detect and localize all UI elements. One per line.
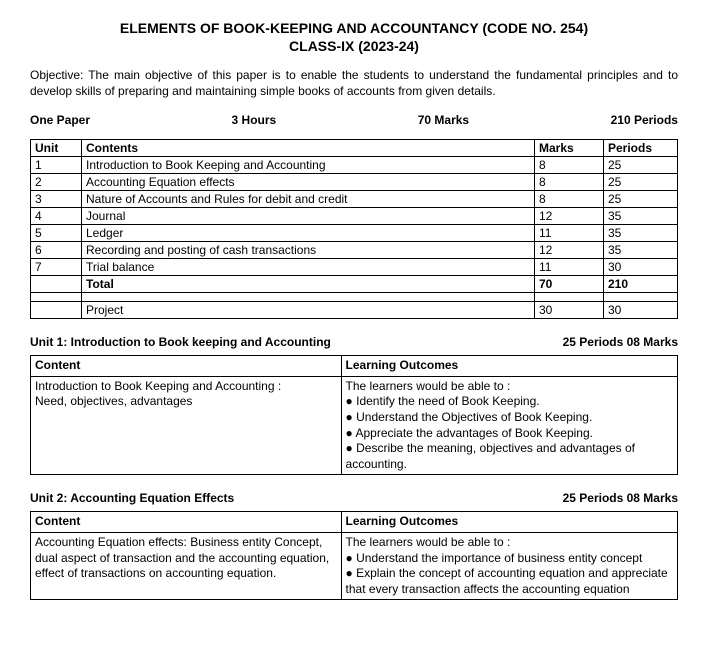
table-cell: 3 [31, 191, 82, 208]
unit2-content: Accounting Equation effects: Business en… [31, 532, 342, 599]
unit1-heading: Unit 1: Introduction to Book keeping and… [30, 335, 331, 349]
unit2-body-row: Accounting Equation effects: Business en… [31, 532, 678, 599]
col-unit: Unit [31, 140, 82, 157]
header-row: One Paper 3 Hours 70 Marks 210 Periods [30, 113, 678, 127]
table-cell: 8 [535, 174, 604, 191]
table-row: 1Introduction to Book Keeping and Accoun… [31, 157, 678, 174]
table-row: 4Journal1235 [31, 208, 678, 225]
table-cell: 8 [535, 157, 604, 174]
total-unit [31, 276, 82, 293]
unit1-meta: 25 Periods 08 Marks [563, 335, 678, 349]
table-cell: 11 [535, 225, 604, 242]
table-cell: 8 [535, 191, 604, 208]
unit2-table: Content Learning Outcomes Accounting Equ… [30, 511, 678, 600]
table-row: 6Recording and posting of cash transacti… [31, 242, 678, 259]
project-periods: 30 [604, 302, 678, 319]
total-label: Total [82, 276, 535, 293]
table-cell: 25 [604, 191, 678, 208]
table-cell: Nature of Accounts and Rules for debit a… [82, 191, 535, 208]
table-cell: 4 [31, 208, 82, 225]
unit1-table: Content Learning Outcomes Introduction t… [30, 355, 678, 475]
total-row: Total 70 210 [31, 276, 678, 293]
table-cell: 11 [535, 259, 604, 276]
project-unit [31, 302, 82, 319]
table-cell: 30 [604, 259, 678, 276]
table-row: 5Ledger1135 [31, 225, 678, 242]
table-row: 3Nature of Accounts and Rules for debit … [31, 191, 678, 208]
project-marks: 30 [535, 302, 604, 319]
unit1-outcomes: The learners would be able to :● Identif… [341, 376, 677, 475]
table-cell: 1 [31, 157, 82, 174]
table-cell: Accounting Equation effects [82, 174, 535, 191]
table-cell: 35 [604, 225, 678, 242]
unit2-col2: Learning Outcomes [341, 512, 677, 533]
table-cell: Journal [82, 208, 535, 225]
header-paper: One Paper [30, 113, 90, 127]
page-subtitle: CLASS-IX (2023-24) [30, 38, 678, 54]
table-header-row: Unit Contents Marks Periods [31, 140, 678, 157]
unit2-outcomes: The learners would be able to :● Underst… [341, 532, 677, 599]
unit2-heading: Unit 2: Accounting Equation Effects [30, 491, 234, 505]
unit1-col1: Content [31, 356, 342, 377]
header-periods: 210 Periods [611, 113, 678, 127]
spacer-row [31, 293, 678, 302]
table-cell: 6 [31, 242, 82, 259]
col-periods: Periods [604, 140, 678, 157]
unit2-col1: Content [31, 512, 342, 533]
main-table: Unit Contents Marks Periods 1Introductio… [30, 139, 678, 319]
col-contents: Contents [82, 140, 535, 157]
table-cell: 35 [604, 208, 678, 225]
unit1-header: Unit 1: Introduction to Book keeping and… [30, 335, 678, 349]
table-cell: Introduction to Book Keeping and Account… [82, 157, 535, 174]
unit1-col2: Learning Outcomes [341, 356, 677, 377]
total-marks: 70 [535, 276, 604, 293]
unit1-header-row: Content Learning Outcomes [31, 356, 678, 377]
table-cell: 35 [604, 242, 678, 259]
page-title: ELEMENTS OF BOOK-KEEPING AND ACCOUNTANCY… [30, 20, 678, 36]
table-cell: 2 [31, 174, 82, 191]
table-row: 2Accounting Equation effects825 [31, 174, 678, 191]
table-cell: 12 [535, 242, 604, 259]
project-label: Project [82, 302, 535, 319]
table-cell: Recording and posting of cash transactio… [82, 242, 535, 259]
unit2-meta: 25 Periods 08 Marks [563, 491, 678, 505]
header-hours: 3 Hours [232, 113, 277, 127]
table-cell: Ledger [82, 225, 535, 242]
table-row: 7Trial balance1130 [31, 259, 678, 276]
col-marks: Marks [535, 140, 604, 157]
unit2-header-row: Content Learning Outcomes [31, 512, 678, 533]
table-cell: 25 [604, 174, 678, 191]
project-row: Project 30 30 [31, 302, 678, 319]
table-cell: Trial balance [82, 259, 535, 276]
total-periods: 210 [604, 276, 678, 293]
unit1-content: Introduction to Book Keeping and Account… [31, 376, 342, 475]
table-cell: 12 [535, 208, 604, 225]
table-cell: 5 [31, 225, 82, 242]
unit2-header: Unit 2: Accounting Equation Effects 25 P… [30, 491, 678, 505]
unit1-body-row: Introduction to Book Keeping and Account… [31, 376, 678, 475]
header-marks: 70 Marks [418, 113, 469, 127]
table-cell: 7 [31, 259, 82, 276]
table-cell: 25 [604, 157, 678, 174]
objective-text: Objective: The main objective of this pa… [30, 68, 678, 99]
